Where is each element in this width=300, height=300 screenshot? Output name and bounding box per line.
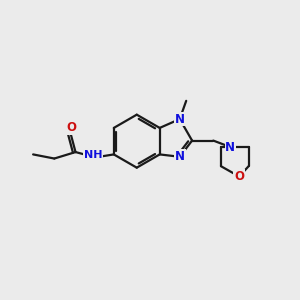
Text: N: N	[175, 150, 185, 163]
Text: NH: NH	[84, 150, 102, 160]
Text: N: N	[175, 112, 185, 126]
Text: O: O	[234, 170, 244, 183]
Text: O: O	[66, 121, 76, 134]
Text: N: N	[225, 141, 236, 154]
